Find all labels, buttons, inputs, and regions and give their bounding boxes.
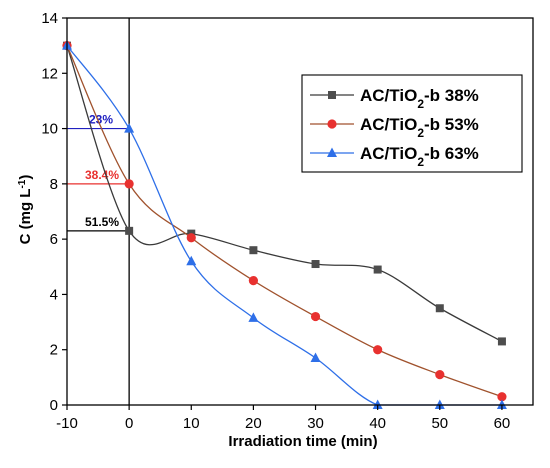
data-point-s1-8 (497, 337, 506, 346)
data-point-s3-8 (496, 399, 507, 409)
data-point-s3-6 (372, 399, 383, 409)
y-tick-label-1: 0 (50, 397, 58, 414)
x-tick-label-4: 20 (245, 415, 262, 432)
data-point-s3-5 (310, 352, 321, 363)
data-point-s2-7 (435, 369, 445, 380)
data-point-s1-5 (311, 260, 320, 269)
x-tick-label-3: 10 (183, 415, 200, 432)
data-point-s3-2 (124, 123, 135, 133)
data-point-s1-2 (125, 226, 134, 235)
data-point-s1-4 (249, 246, 258, 255)
data-point-s2-3 (186, 233, 196, 243)
data-point-s2-6 (373, 345, 383, 355)
legend: AC/TiO2-b 38% AC/TiO2-b 53% AC/TiO2-b 63% (301, 74, 523, 173)
x-tick-label-6: 40 (369, 415, 386, 432)
data-point-s1-7 (435, 304, 444, 313)
legend-label-3: AC/TiO2-b 63% (360, 144, 479, 169)
legend-marker-1 (328, 91, 336, 99)
annotation-label-2: 38.4% (85, 168, 119, 182)
y-tick-label-8: 14 (41, 10, 58, 27)
y-tick-label-6: 10 (41, 121, 58, 138)
data-point-s2-8 (497, 392, 507, 402)
annotation-label-1: 51.5% (85, 215, 119, 229)
data-point-s3-4 (248, 312, 259, 322)
data-point-s2-2 (124, 179, 134, 189)
legend-label-2: AC/TiO2-b 53% (360, 115, 479, 140)
data-point-s3-3 (186, 255, 197, 266)
legend-marker-2 (327, 119, 337, 129)
data-point-s2-5 (310, 311, 321, 322)
legend-label-1: AC/TiO2-b 38% (360, 86, 479, 111)
plot-frame (66, 17, 534, 406)
y-tick-label-7: 12 (41, 65, 58, 82)
data-point-s2-4 (248, 276, 258, 286)
data-point-s1-6 (373, 265, 382, 274)
x-tick-label-5: 30 (307, 415, 324, 432)
x-axis-title: Irradiation time (min) (228, 433, 377, 450)
legend-marker-3 (327, 147, 337, 157)
y-tick-label-3: 4 (50, 286, 58, 303)
x-tick-label-1: -10 (56, 415, 78, 432)
x-tick-label-2: 0 (125, 415, 133, 432)
y-axis-title: C (mg L-1) (17, 175, 35, 245)
x-tick-label-7: 50 (431, 415, 448, 432)
data-point-s3-7 (434, 399, 445, 409)
y-tick-label-2: 2 (50, 342, 58, 359)
y-tick-label-4: 6 (50, 231, 58, 248)
annotation-label-3: 23% (89, 113, 113, 127)
x-tick-label-8: 60 (494, 415, 511, 432)
y-tick-label-5: 8 (50, 176, 58, 193)
